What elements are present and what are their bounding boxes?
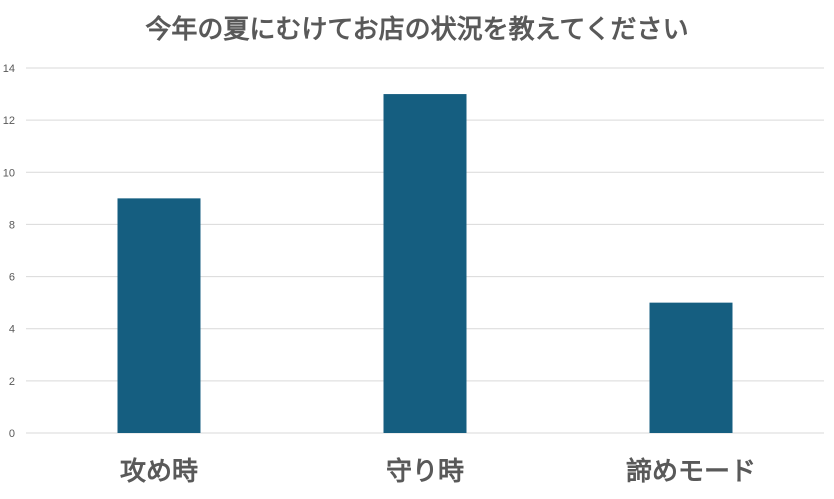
y-tick-label: 4: [9, 324, 15, 336]
y-tick-label: 12: [3, 115, 15, 127]
y-tick-label: 8: [9, 219, 15, 231]
y-tick-label: 10: [3, 167, 15, 179]
x-axis-category-labels: 攻め時 守り時 諦めモード: [120, 456, 756, 487]
x-category-label: 諦めモード: [626, 456, 756, 487]
bar: [383, 94, 467, 434]
x-category-label: 攻め時: [120, 457, 198, 487]
y-tick-label: 2: [9, 376, 15, 388]
y-tick-label: 6: [9, 272, 15, 284]
bar: [649, 302, 733, 433]
bar: [117, 198, 201, 433]
x-category-label: 守り時: [386, 456, 464, 487]
chart-title: 今年の夏にむけてお店の状況を教えてください: [145, 14, 688, 45]
y-tick-label: 14: [3, 63, 15, 75]
y-tick-label: 0: [9, 428, 15, 440]
bars: [117, 94, 733, 434]
y-axis-tick-labels: 0 2 4 6 8 10 12 14: [3, 63, 15, 440]
